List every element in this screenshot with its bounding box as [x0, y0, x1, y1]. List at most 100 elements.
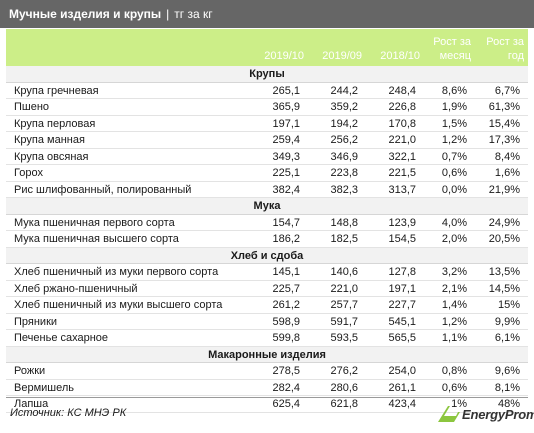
cell-v3: 170,8 — [388, 117, 416, 130]
cell-y: 61,3% — [488, 101, 520, 113]
cell-v1: 598,9 — [272, 315, 300, 328]
table-row: Горох 225,1 223,8 221,5 0,6% 1,6% — [6, 165, 528, 182]
cell-v3: 545,1 — [388, 315, 416, 328]
cell-v1: 261,2 — [272, 299, 300, 311]
cell-y: 14,5% — [488, 282, 520, 295]
cell-y: 6,7% — [494, 84, 520, 97]
cell-v3: 221,0 — [388, 134, 416, 146]
cell-m: 3,2% — [441, 266, 467, 278]
cell-v3: 154,5 — [388, 233, 416, 245]
cell-v3: 248,4 — [388, 84, 416, 97]
table-row: Хлеб пшеничный из муки высшего сорта 261,… — [6, 297, 528, 314]
cell-y: 24,9% — [488, 216, 520, 229]
section-header: Макаронные изделия — [6, 346, 528, 363]
row-name: Хлеб пшеничный из муки высшего сорта — [14, 299, 223, 311]
table-row: Крупа овсяная 349,3 346,9 322,1 0,7% 8,4% — [6, 149, 528, 165]
cell-v3: 254,0 — [388, 365, 416, 377]
cell-v1: 282,4 — [272, 381, 300, 394]
cell-v2: 148,8 — [330, 216, 358, 229]
table-row: Крупа гречневая 265,1 244,2 248,4 8,6% 6,7% — [6, 83, 528, 99]
cell-m: 0,7% — [441, 150, 467, 163]
col-header-2018-10: 2018/10 — [380, 50, 420, 62]
title-separator: | — [166, 7, 170, 21]
cell-m: 1,1% — [441, 332, 467, 344]
cell-y: 9,6% — [494, 365, 520, 377]
cell-v3: 197,1 — [388, 282, 416, 295]
cell-y: 1,6% — [494, 167, 520, 179]
section-header: Крупы — [6, 66, 528, 83]
cell-y: 21,9% — [488, 183, 520, 196]
cell-m: 4,0% — [441, 216, 467, 229]
cell-v3: 127,8 — [388, 266, 416, 278]
table-row: Рожки 278,5 276,2 254,0 0,8% 9,6% — [6, 363, 528, 380]
cell-m: 0,6% — [441, 167, 467, 179]
cell-v3: 221,5 — [388, 167, 416, 179]
energyprom-logo-icon — [438, 406, 460, 422]
cell-v1: 278,5 — [272, 365, 300, 377]
cell-v3: 227,7 — [388, 299, 416, 311]
cell-v1: 265,1 — [272, 84, 300, 97]
row-name: Крупа овсяная — [14, 150, 89, 163]
cell-y: 15% — [497, 299, 520, 311]
table-row: Рис шлифованный, полированный 382,4 382,3 3… — [6, 182, 528, 198]
cell-v1: 349,3 — [272, 150, 300, 163]
table-header: 2019/10 2019/09 2018/10 Рост за месяц Рос… — [6, 29, 528, 66]
row-name: Пшено — [14, 101, 50, 113]
cell-v3: 261,1 — [388, 381, 416, 394]
cell-m: 1,2% — [441, 134, 467, 146]
col-header-2019-10: 2019/10 — [264, 50, 304, 62]
cell-m: 0,6% — [441, 381, 467, 394]
table-row: Пшено 365,9 359,2 226,8 1,9% 61,3% — [6, 99, 528, 116]
cell-v2: 244,2 — [330, 84, 358, 97]
section-header: Хлеб и сдоба — [6, 247, 528, 264]
cell-v2: 621,8 — [330, 398, 358, 410]
table-row: Печенье сахарное 599,8 593,5 565,5 1,1% 6,1% — [6, 330, 528, 347]
cell-m: 0,0% — [441, 183, 467, 196]
row-name: Крупа манная — [14, 134, 85, 146]
cell-y: 8,4% — [494, 150, 520, 163]
cell-v2: 280,6 — [330, 381, 358, 394]
cell-y: 17,3% — [488, 134, 520, 146]
row-name: Мука пшеничная первого сорта — [14, 216, 175, 229]
cell-v1: 365,9 — [272, 101, 300, 113]
cell-v1: 154,7 — [272, 216, 300, 229]
table-row: Пряники 598,9 591,7 545,1 1,2% 9,9% — [6, 314, 528, 330]
table-row: Хлеб ржано-пшеничный 225,7 221,0 197,1 2,1% 1… — [6, 281, 528, 297]
cell-v2: 593,5 — [330, 332, 358, 344]
cell-v2: 140,6 — [330, 266, 358, 278]
table-row: Мука пшеничная первого сорта 154,7 148,8 12… — [6, 215, 528, 231]
cell-v2: 194,2 — [330, 117, 358, 130]
row-name: Хлеб ржано-пшеничный — [14, 282, 138, 295]
row-name: Рис шлифованный, полированный — [14, 183, 192, 196]
col-header-year-growth: Рост за год — [486, 36, 524, 62]
row-name: Мука пшеничная высшего сорта — [14, 233, 179, 245]
cell-v3: 565,5 — [388, 332, 416, 344]
cell-v1: 197,1 — [272, 117, 300, 130]
cell-v1: 225,7 — [272, 282, 300, 295]
table-row: Крупа перловая 197,1 194,2 170,8 1,5% 15,4% — [6, 116, 528, 132]
cell-v2: 359,2 — [330, 101, 358, 113]
cell-y: 8,1% — [494, 381, 520, 394]
cell-v2: 591,7 — [330, 315, 358, 328]
cell-m: 1,9% — [441, 101, 467, 113]
title-bar: Мучные изделия и крупы | тг за кг — [0, 0, 534, 28]
cell-v2: 276,2 — [330, 365, 358, 377]
cell-v1: 186,2 — [272, 233, 300, 245]
row-name: Лапша — [14, 398, 49, 410]
col-header-month-growth: Рост за месяц — [433, 36, 471, 62]
cell-m: 0,8% — [441, 365, 467, 377]
row-name: Рожки — [14, 365, 46, 377]
cell-v1: 382,4 — [272, 183, 300, 196]
row-name: Вермишель — [14, 381, 75, 394]
cell-y: 15,4% — [488, 117, 520, 130]
cell-m: 8,6% — [441, 84, 467, 97]
cell-m: 1% — [451, 398, 467, 410]
row-name: Пряники — [14, 315, 58, 328]
cell-v2: 256,2 — [330, 134, 358, 146]
cell-y: 48% — [497, 398, 520, 410]
cell-v1: 599,8 — [272, 332, 300, 344]
row-name: Крупа гречневая — [14, 84, 99, 97]
table-title: Мучные изделия и крупы — [9, 7, 162, 21]
cell-v3: 123,9 — [388, 216, 416, 229]
cell-v3: 322,1 — [388, 150, 416, 163]
